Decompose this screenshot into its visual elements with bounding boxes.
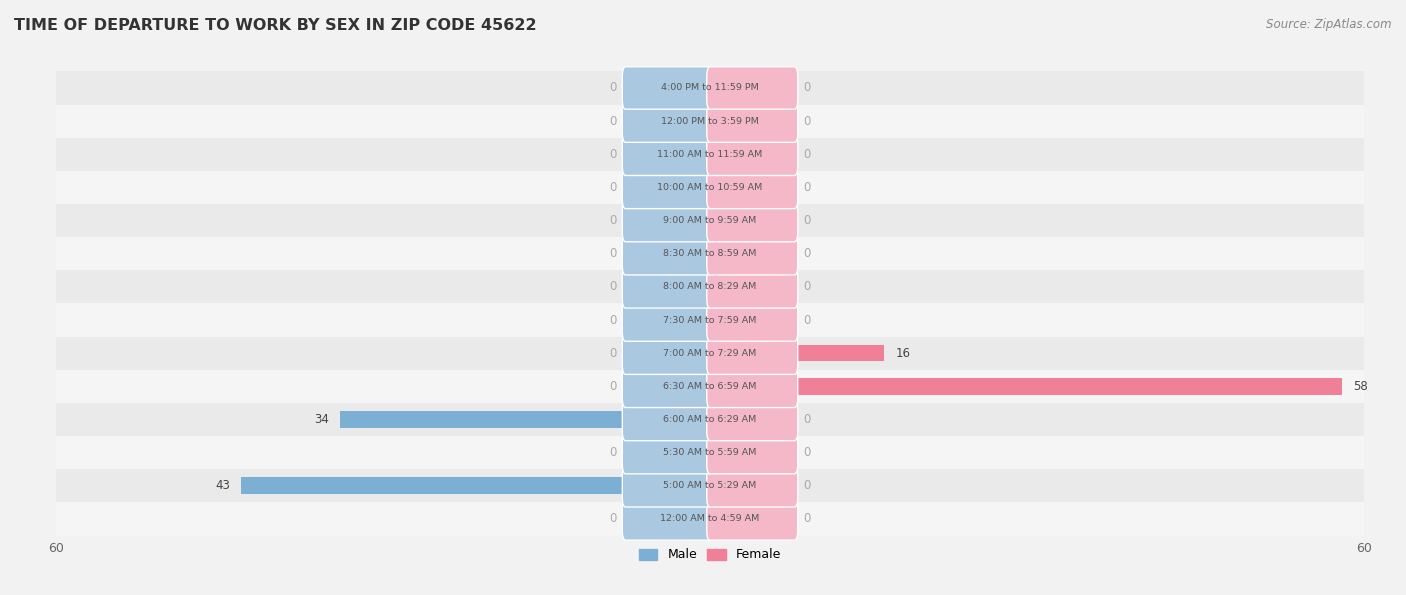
Text: 0: 0 [609, 314, 617, 327]
Text: 11:00 AM to 11:59 AM: 11:00 AM to 11:59 AM [658, 150, 762, 159]
Text: 0: 0 [803, 115, 811, 127]
FancyBboxPatch shape [623, 133, 713, 176]
Text: 8:30 AM to 8:59 AM: 8:30 AM to 8:59 AM [664, 249, 756, 258]
Bar [56, 436, 1364, 469]
Text: 8:00 AM to 8:29 AM: 8:00 AM to 8:29 AM [664, 283, 756, 292]
FancyBboxPatch shape [707, 265, 797, 308]
Text: 0: 0 [803, 413, 811, 426]
Text: 0: 0 [609, 82, 617, 95]
Legend: Male, Female: Male, Female [634, 543, 786, 566]
Text: 12:00 AM to 4:59 AM: 12:00 AM to 4:59 AM [661, 515, 759, 524]
Text: 9:00 AM to 9:59 AM: 9:00 AM to 9:59 AM [664, 216, 756, 225]
Text: 0: 0 [609, 214, 617, 227]
Text: 34: 34 [314, 413, 329, 426]
Text: 7:30 AM to 7:59 AM: 7:30 AM to 7:59 AM [664, 315, 756, 324]
FancyBboxPatch shape [707, 365, 797, 408]
FancyBboxPatch shape [707, 431, 797, 474]
Bar [56, 369, 1364, 403]
Text: 10:00 AM to 10:59 AM: 10:00 AM to 10:59 AM [658, 183, 762, 192]
Text: 0: 0 [609, 347, 617, 359]
Text: 0: 0 [609, 512, 617, 525]
Text: TIME OF DEPARTURE TO WORK BY SEX IN ZIP CODE 45622: TIME OF DEPARTURE TO WORK BY SEX IN ZIP … [14, 18, 537, 33]
Text: 0: 0 [609, 148, 617, 161]
Text: 7:00 AM to 7:29 AM: 7:00 AM to 7:29 AM [664, 349, 756, 358]
FancyBboxPatch shape [623, 497, 713, 540]
Bar [56, 237, 1364, 270]
FancyBboxPatch shape [623, 233, 713, 275]
Bar [710, 345, 884, 361]
Text: 6:30 AM to 6:59 AM: 6:30 AM to 6:59 AM [664, 382, 756, 391]
Bar [56, 270, 1364, 303]
Text: Source: ZipAtlas.com: Source: ZipAtlas.com [1267, 18, 1392, 31]
FancyBboxPatch shape [707, 497, 797, 540]
Bar [56, 171, 1364, 204]
Bar [56, 403, 1364, 436]
Text: 0: 0 [609, 280, 617, 293]
Text: 0: 0 [803, 480, 811, 492]
Bar [242, 477, 710, 494]
FancyBboxPatch shape [623, 67, 713, 109]
Text: 0: 0 [609, 446, 617, 459]
FancyBboxPatch shape [707, 465, 797, 507]
Bar [340, 411, 710, 428]
Text: 0: 0 [609, 181, 617, 194]
Bar [56, 71, 1364, 105]
Text: 6:00 AM to 6:29 AM: 6:00 AM to 6:29 AM [664, 415, 756, 424]
FancyBboxPatch shape [623, 166, 713, 209]
FancyBboxPatch shape [707, 166, 797, 209]
Text: 0: 0 [803, 512, 811, 525]
FancyBboxPatch shape [707, 398, 797, 441]
FancyBboxPatch shape [623, 332, 713, 374]
Text: 0: 0 [803, 248, 811, 260]
Text: 5:00 AM to 5:29 AM: 5:00 AM to 5:29 AM [664, 481, 756, 490]
FancyBboxPatch shape [623, 199, 713, 242]
Text: 0: 0 [609, 115, 617, 127]
Text: 0: 0 [803, 446, 811, 459]
Text: 12:00 PM to 3:59 PM: 12:00 PM to 3:59 PM [661, 117, 759, 126]
FancyBboxPatch shape [623, 265, 713, 308]
FancyBboxPatch shape [707, 332, 797, 374]
Text: 0: 0 [803, 314, 811, 327]
Text: 4:00 PM to 11:59 PM: 4:00 PM to 11:59 PM [661, 83, 759, 92]
FancyBboxPatch shape [707, 233, 797, 275]
Bar [56, 469, 1364, 502]
Text: 5:30 AM to 5:59 AM: 5:30 AM to 5:59 AM [664, 448, 756, 457]
Bar [56, 105, 1364, 137]
Text: 0: 0 [609, 380, 617, 393]
Bar [710, 378, 1343, 394]
FancyBboxPatch shape [623, 299, 713, 342]
Text: 0: 0 [803, 214, 811, 227]
FancyBboxPatch shape [623, 431, 713, 474]
Text: 58: 58 [1353, 380, 1368, 393]
Bar [56, 204, 1364, 237]
Text: 0: 0 [803, 280, 811, 293]
Text: 16: 16 [896, 347, 910, 359]
FancyBboxPatch shape [623, 365, 713, 408]
FancyBboxPatch shape [707, 133, 797, 176]
FancyBboxPatch shape [623, 398, 713, 441]
Bar [56, 502, 1364, 536]
FancyBboxPatch shape [707, 100, 797, 142]
Text: 43: 43 [215, 480, 231, 492]
FancyBboxPatch shape [623, 465, 713, 507]
Text: 0: 0 [803, 181, 811, 194]
Bar [56, 303, 1364, 337]
Text: 0: 0 [609, 248, 617, 260]
FancyBboxPatch shape [707, 199, 797, 242]
FancyBboxPatch shape [707, 67, 797, 109]
Text: 0: 0 [803, 148, 811, 161]
Bar [56, 137, 1364, 171]
Bar [56, 337, 1364, 369]
FancyBboxPatch shape [707, 299, 797, 342]
FancyBboxPatch shape [623, 100, 713, 142]
Text: 0: 0 [803, 82, 811, 95]
